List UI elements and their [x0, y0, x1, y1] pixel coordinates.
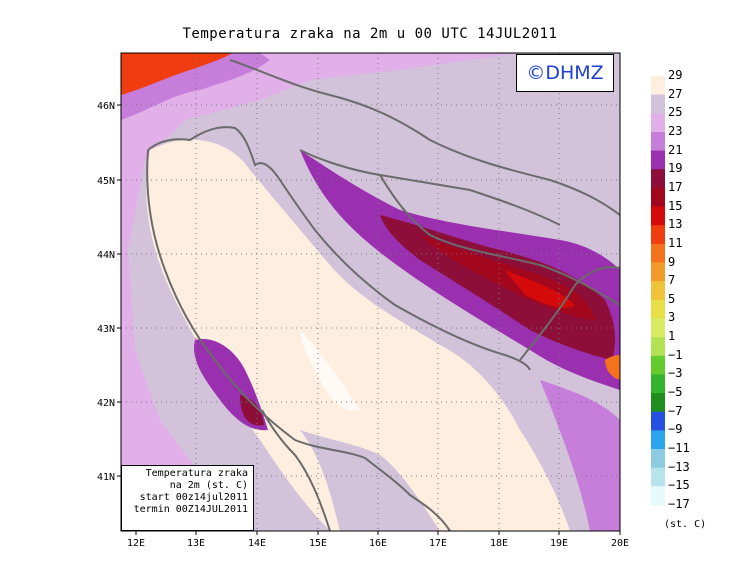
x-tick-label: 16E — [369, 538, 387, 549]
colorbar-swatch — [651, 355, 665, 375]
colorbar-label: 23 — [668, 123, 683, 138]
colorbar-label: 15 — [668, 198, 683, 213]
adriatic-sea-area — [146, 139, 570, 531]
colorbar-label: 29 — [668, 68, 683, 82]
colorbar-swatch — [651, 262, 665, 282]
colorbar-swatch — [651, 243, 665, 263]
y-tick-label: 43N — [97, 324, 115, 335]
colorbar-swatch — [651, 281, 665, 301]
x-tick-label: 20E — [611, 538, 629, 549]
colorbar-label: 7 — [668, 273, 676, 288]
colorbar-label: −15 — [668, 478, 690, 493]
colorbar-swatch — [651, 206, 665, 226]
colorbar-label: 9 — [668, 254, 676, 269]
x-tick-label: 15E — [309, 538, 327, 549]
colorbar-label: 27 — [668, 86, 683, 101]
y-tick-label: 41N — [97, 472, 115, 483]
x-tick-label: 19E — [550, 538, 568, 549]
colorbar-swatch — [651, 430, 665, 450]
colorbar-label: −1 — [668, 347, 683, 362]
colorbar-swatch — [651, 94, 665, 114]
colorbar-swatch — [651, 131, 665, 152]
x-tick-label: 14E — [248, 538, 266, 549]
coastlines — [146, 59, 620, 531]
colorbar-label: 21 — [668, 142, 683, 157]
colorbar-swatch — [651, 318, 665, 338]
colorbar-label: −3 — [668, 366, 683, 381]
colorbar-label: −9 — [668, 422, 683, 437]
info-box: Temperatura zraka na 2m (st. C) start 00… — [121, 465, 254, 531]
map-title: Temperatura zraka na 2m u 00 UTC 14JUL20… — [182, 26, 558, 42]
info-line: na 2m (st. C) — [169, 480, 248, 491]
colorbar-label: 5 — [668, 291, 676, 306]
x-tick-label: 17E — [429, 538, 447, 549]
y-tick-label: 45N — [97, 176, 115, 187]
colorbar-label: −7 — [668, 403, 683, 418]
x-tick-label: 18E — [490, 538, 508, 549]
y-tick-label: 44N — [97, 250, 115, 261]
colorbar-label: 25 — [668, 105, 683, 120]
x-tick-label: 13E — [187, 538, 205, 549]
graticule — [121, 53, 620, 531]
colorbar-swatch — [651, 150, 665, 170]
colorbar-swatch — [651, 76, 665, 96]
colorbar-swatch — [651, 299, 665, 319]
info-line: Temperatura zraka — [145, 468, 248, 479]
x-axis-ticks: 12E 13E 14E 15E 16E 17E 18E 19E 20E — [127, 531, 629, 549]
colorbar-swatch — [651, 169, 665, 189]
plot-frame — [120, 52, 621, 532]
colorbar-label: 11 — [668, 235, 683, 250]
colorbar-label: −13 — [668, 459, 690, 474]
colorbar-label: 1 — [668, 329, 676, 344]
colorbar-swatch — [651, 393, 665, 413]
colorbar-swatch — [651, 187, 665, 208]
colorbar-swatch — [651, 113, 665, 133]
colorbar-swatch — [651, 225, 665, 245]
colorbar-label: −17 — [668, 496, 690, 511]
colorbar — [651, 76, 665, 506]
colorbar-swatch — [651, 374, 665, 394]
colorbar-label: 3 — [668, 310, 676, 325]
y-tick-label: 46N — [97, 101, 115, 112]
y-tick-label: 42N — [97, 398, 115, 409]
colorbar-unit: (st. C) — [664, 519, 707, 530]
info-line: termin 00Z14JUL2011 — [133, 504, 248, 515]
colorbar-label: 13 — [668, 217, 683, 232]
colorbar-label: 19 — [668, 161, 683, 176]
x-tick-label: 12E — [127, 538, 145, 549]
colorbar-label: −11 — [668, 441, 690, 455]
colorbar-swatch — [651, 337, 665, 357]
colorbar-swatch — [651, 411, 665, 431]
colorbar-swatch — [651, 467, 665, 487]
dhmz-watermark: ©DHMZ — [516, 54, 614, 92]
y-axis-ticks: 46N 45N 44N 43N 42N 41N — [97, 101, 121, 483]
colorbar-label: −5 — [668, 385, 683, 400]
info-line: start 00z14jul2011 — [139, 492, 248, 503]
colorbar-swatch — [651, 449, 665, 469]
colorbar-swatch — [651, 486, 665, 506]
colorbar-label: 17 — [668, 179, 683, 194]
